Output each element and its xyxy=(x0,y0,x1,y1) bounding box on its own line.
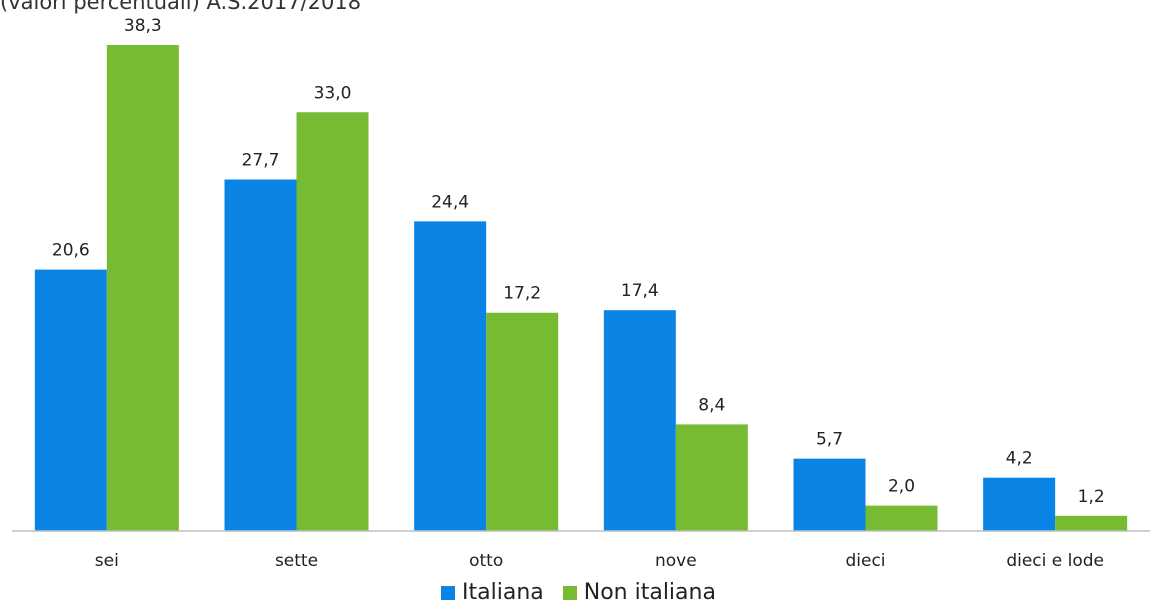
value-labels-group: 20,6 38,3 27,7 33,0 24,4 17,2 17,4 8,4 5,7 2,0 4,2… xyxy=(52,16,1105,507)
bar-italiana-1 xyxy=(224,179,297,531)
value-label-non-italiana-0: 38,3 xyxy=(124,16,162,36)
category-label-2: otto xyxy=(469,551,503,571)
bar-non-italiana-4 xyxy=(865,505,938,531)
bars-group xyxy=(34,45,1128,531)
category-label-3: nove xyxy=(655,551,697,571)
chart-legend: Italiana Non italiana xyxy=(0,580,1157,606)
bar-italiana-2 xyxy=(414,221,487,531)
value-label-italiana-1: 27,7 xyxy=(242,151,280,171)
legend-item-italiana: Italiana xyxy=(441,580,544,605)
legend-item-non-italiana: Non italiana xyxy=(562,580,716,605)
value-label-italiana-5: 4,2 xyxy=(1006,449,1033,469)
category-label-1: sette xyxy=(275,551,318,571)
bar-italiana-5 xyxy=(983,477,1056,531)
value-label-italiana-4: 5,7 xyxy=(816,430,843,450)
value-label-non-italiana-5: 1,2 xyxy=(1078,487,1105,507)
bar-italiana-4 xyxy=(793,458,866,531)
legend-swatch-italiana xyxy=(441,585,456,600)
value-label-non-italiana-4: 2,0 xyxy=(888,477,915,497)
category-labels-group: sei sette otto nove dieci dieci e lode xyxy=(95,551,1104,571)
value-label-italiana-0: 20,6 xyxy=(52,241,90,261)
value-label-italiana-2: 24,4 xyxy=(431,192,469,212)
bar-non-italiana-0 xyxy=(106,45,179,531)
bar-chart: 20,6 38,3 27,7 33,0 24,4 17,2 17,4 8,4 5,7 2,0 4,2… xyxy=(12,16,1150,571)
bar-italiana-3 xyxy=(603,310,676,531)
legend-label-non-italiana: Non italiana xyxy=(583,580,716,605)
value-label-italiana-3: 17,4 xyxy=(621,281,659,301)
value-label-non-italiana-2: 17,2 xyxy=(503,284,541,304)
bar-non-italiana-3 xyxy=(675,424,748,531)
bar-italiana-0 xyxy=(34,269,107,531)
legend-swatch-non-italiana xyxy=(562,585,577,600)
value-label-non-italiana-3: 8,4 xyxy=(698,395,725,415)
legend-label-italiana: Italiana xyxy=(462,580,544,605)
bar-non-italiana-5 xyxy=(1055,515,1128,531)
category-label-0: sei xyxy=(95,551,119,571)
category-label-4: dieci xyxy=(845,551,885,571)
bar-non-italiana-1 xyxy=(296,112,369,531)
value-label-non-italiana-1: 33,0 xyxy=(314,83,352,103)
category-label-5: dieci e lode xyxy=(1006,551,1104,571)
chart-subtitle: (valori percentuali) A.S.2017/2018 xyxy=(0,0,362,14)
bar-non-italiana-2 xyxy=(486,312,559,531)
